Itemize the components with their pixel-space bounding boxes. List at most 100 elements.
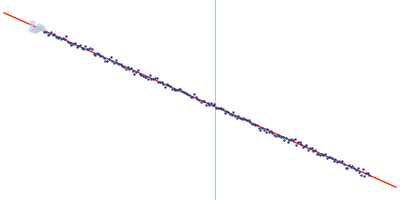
Point xyxy=(107,55,114,58)
Point xyxy=(314,152,320,155)
Point xyxy=(324,156,330,159)
Point xyxy=(106,57,112,60)
Point xyxy=(320,153,327,157)
Point xyxy=(348,166,354,169)
Point xyxy=(227,112,233,116)
Point xyxy=(342,166,349,169)
Point xyxy=(300,146,306,149)
Point xyxy=(181,90,187,94)
Point xyxy=(208,101,214,104)
Point xyxy=(276,134,282,137)
Point xyxy=(140,75,146,78)
Point xyxy=(286,138,293,142)
Point xyxy=(213,106,219,109)
Point xyxy=(43,30,49,33)
Point xyxy=(199,99,206,102)
Point xyxy=(211,102,218,105)
Point xyxy=(266,130,272,133)
Point xyxy=(235,114,242,118)
Point xyxy=(284,140,291,143)
Point xyxy=(142,75,148,79)
Point xyxy=(186,94,192,97)
Point xyxy=(271,133,277,136)
Point xyxy=(111,61,117,64)
Point xyxy=(303,143,310,146)
Point xyxy=(63,35,70,38)
Point xyxy=(346,164,352,167)
Point xyxy=(96,52,102,55)
Point xyxy=(334,160,340,163)
Point xyxy=(41,30,47,33)
Point xyxy=(356,170,362,174)
Point xyxy=(165,83,172,86)
Point xyxy=(245,119,252,122)
Point xyxy=(317,153,323,156)
Point xyxy=(351,167,357,170)
Point xyxy=(126,67,132,70)
Point xyxy=(112,58,119,61)
Point xyxy=(228,113,235,117)
Point xyxy=(119,64,126,67)
Point xyxy=(363,171,369,175)
Point xyxy=(203,103,209,106)
Point xyxy=(302,144,308,148)
Point xyxy=(330,160,337,163)
Point xyxy=(68,44,74,47)
Point xyxy=(230,111,236,114)
Point xyxy=(262,131,269,134)
Point xyxy=(167,85,173,88)
Point xyxy=(366,174,373,177)
Point xyxy=(192,95,199,98)
Point xyxy=(216,107,223,110)
Point xyxy=(36,25,42,28)
Point xyxy=(305,149,311,152)
Point xyxy=(344,166,350,169)
Point xyxy=(315,152,322,155)
Point xyxy=(176,87,182,90)
Point xyxy=(269,131,276,135)
Point xyxy=(78,46,85,49)
Point xyxy=(360,168,366,171)
Point xyxy=(157,80,163,83)
Point xyxy=(44,33,51,37)
Point xyxy=(160,82,166,86)
Point xyxy=(225,111,231,114)
Point xyxy=(210,104,216,107)
Point xyxy=(152,76,158,79)
Point xyxy=(240,117,247,120)
Point xyxy=(223,110,230,113)
Point xyxy=(97,54,104,58)
Point xyxy=(177,87,184,91)
Point xyxy=(318,152,325,155)
Point xyxy=(94,52,100,55)
Point xyxy=(143,75,150,78)
Point xyxy=(222,111,228,114)
Point xyxy=(247,120,254,124)
Point xyxy=(280,136,286,139)
Point xyxy=(298,142,304,145)
Point xyxy=(364,172,371,175)
Point xyxy=(234,116,240,119)
Point xyxy=(307,147,313,150)
Point xyxy=(312,149,318,152)
Point xyxy=(109,59,116,62)
Point xyxy=(198,100,204,103)
Point xyxy=(249,122,255,126)
Point xyxy=(100,57,107,60)
Point xyxy=(257,128,264,131)
Point xyxy=(291,138,298,141)
Point xyxy=(206,103,212,107)
Point xyxy=(124,65,131,69)
Point xyxy=(102,59,109,62)
Point xyxy=(146,74,153,77)
Point xyxy=(87,47,93,50)
Point xyxy=(72,41,78,44)
Point xyxy=(82,45,88,48)
Point xyxy=(150,77,156,81)
Point xyxy=(27,27,34,30)
Point xyxy=(261,129,267,132)
Point xyxy=(61,38,68,41)
Point xyxy=(201,100,208,103)
Point xyxy=(118,63,124,66)
Point xyxy=(339,160,346,163)
